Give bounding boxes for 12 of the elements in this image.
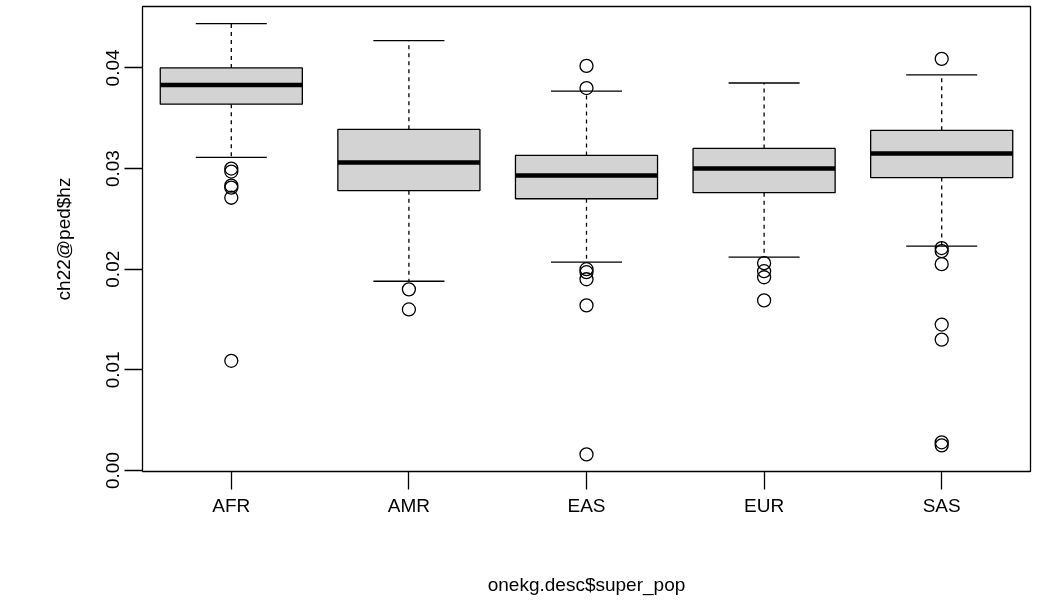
x-axis-title: onekg.desc$super_pop xyxy=(487,573,686,596)
y-axis-title: ch22@ped$hz xyxy=(52,177,74,301)
x-tick-label: AFR xyxy=(212,494,251,516)
x-tick-label: EAS xyxy=(567,494,606,516)
y-tick-label: 0.04 xyxy=(102,48,124,87)
x-tick-label: SAS xyxy=(922,494,961,516)
y-tick-label: 0.00 xyxy=(102,452,124,489)
y-tick-label: 0.03 xyxy=(102,150,124,188)
y-tick-label: 0.02 xyxy=(102,250,124,288)
y-tick-label: 0.01 xyxy=(102,351,124,389)
x-tick-label: AMR xyxy=(387,494,431,516)
x-tick-label: EUR xyxy=(744,494,785,516)
